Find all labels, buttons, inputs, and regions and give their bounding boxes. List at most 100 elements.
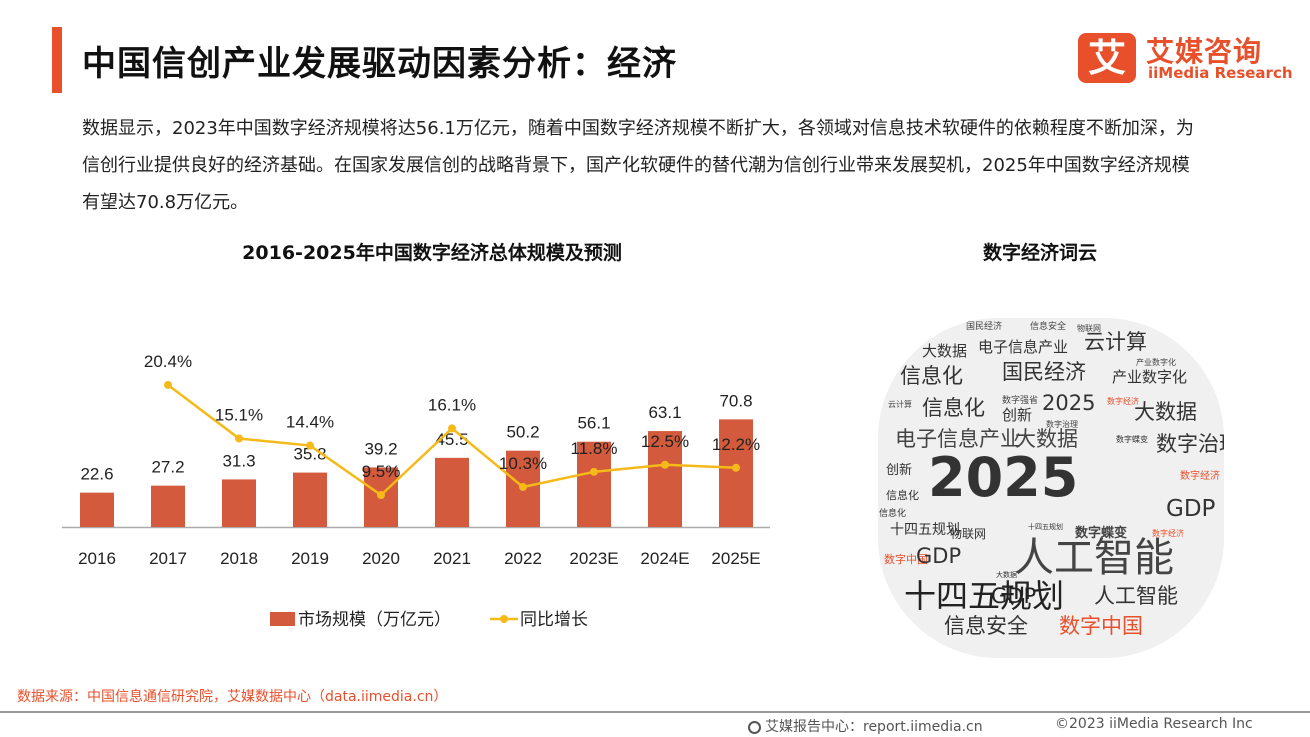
bar-value-label: 31.3 [222,451,255,470]
growth-point [732,463,740,472]
bar-value-label: 35.8 [293,445,326,464]
growth-value-label: 12.5% [641,432,689,451]
cloud-word: 数字蝶变 [1075,526,1128,541]
cloud-word: 人工智能 [1094,584,1178,608]
intro-paragraph: 数据显示，2023年中国数字经济规模将达56.1万亿元，随着中国数字经济规模不断… [82,118,1194,213]
cloud-word: 大数据 [1015,427,1078,451]
chart-title: 2016-2025年中国数字经济总体规模及预测 [242,242,622,264]
cloud-word: 国民经济 [1002,360,1086,384]
bar-value-label: 70.8 [719,391,752,410]
x-tick-label: 2018 [220,549,258,568]
growth-value-label: 20.4% [144,352,192,371]
growth-point [590,467,598,476]
x-tick-label: 2024E [640,549,689,568]
bar-value-label: 63.1 [648,403,681,422]
cloud-word: 物联网 [1077,324,1101,333]
cloud-word: 电子信息产业 [895,427,1021,451]
footer-divider [0,711,1310,713]
cloud-word: 云计算 [888,400,912,409]
bar-value-label: 50.2 [506,423,539,442]
growth-point [306,441,314,450]
cloud-word: 信息化 [900,364,963,388]
growth-point [661,460,669,469]
x-tick-label: 2017 [149,549,187,568]
cloud-word: 数字中国 [884,553,928,566]
cloud-word: 创新 [1002,406,1033,424]
word-cloud-title: 数字经济词云 [982,242,1097,264]
bar [648,431,682,527]
cloud-word: 信息化 [922,396,985,420]
bar-value-label: 39.2 [364,439,397,458]
cloud-word: 十四五规划 [1028,523,1063,531]
word-cloud: 国民经济 信息安全 物联网 大数据 电子信息产业 云计算 产业数字化 信息化 国民经济 产业数字化… [878,318,1224,658]
cloud-word: 2025 [928,446,1079,509]
bar [151,485,185,527]
report-center-link[interactable]: 艾媒报告中心：report.iimedia.cn [748,716,983,736]
growth-point [377,491,385,500]
cloud-word: GDP [1166,496,1216,522]
bar-value-label: 27.2 [151,458,184,477]
x-tick-label: 2022 [504,549,542,568]
cloud-word: 十四五规划 [890,522,960,538]
cloud-word: 人工智能 [1014,535,1174,581]
cloud-word: 大数据 [996,571,1017,579]
growth-point [448,424,456,433]
logo-mark: 艾 [1078,33,1136,83]
title-accent-bar [52,27,62,93]
cloud-word: 数字经济 [1180,471,1220,482]
logo-text-en: iiMedia Research [1148,64,1293,82]
cloud-word: 大数据 [922,342,968,360]
cloud-word: GDP [916,544,962,568]
legend-bar-label: 市场规模（万亿元） [298,610,451,630]
legend-bar-swatch [270,612,295,626]
cloud-word: 信息安全 [1030,322,1067,332]
cloud-word: 数字蝶变 [1116,435,1148,444]
globe-icon [748,721,761,734]
cloud-word: 电子信息产业 [978,338,1069,356]
bar-value-label: 56.1 [577,414,610,433]
cloud-word: 云计算 [1084,330,1147,354]
growth-value-label: 10.3% [499,454,547,473]
cloud-word: 数字中国 [1059,614,1143,638]
growth-value-label: 15.1% [215,405,263,424]
bar [80,492,114,527]
cloud-word: 国民经济 [966,322,1003,332]
bar-value-label: 22.6 [80,465,113,484]
x-tick-label: 2016 [78,549,116,568]
cloud-word: 十四五规划 [904,577,1065,615]
cloud-word: 数字治理 [1156,432,1224,456]
bar [222,479,256,527]
growth-value-label: 16.1% [428,395,476,414]
data-source: 数据来源：中国信息通信研究院，艾媒数据中心（data.iimedia.cn） [17,689,448,705]
cloud-word: GDP [991,584,1037,608]
cloud-word: 2025 [1042,391,1096,415]
cloud-word: 物联网 [950,527,987,541]
cloud-word: 信息化 [886,489,919,502]
cloud-word: 数字治理 [1046,420,1078,429]
x-tick-label: 2023E [569,549,618,568]
bar [435,457,469,527]
cloud-word: 数字经济 [1107,397,1139,406]
growth-value-label: 11.8% [571,439,618,458]
bar [577,441,611,527]
legend-line-marker [500,615,508,623]
report-center-text: 艾媒报告中心：report.iimedia.cn [765,719,983,735]
growth-point [164,380,172,389]
cloud-word: 数字强省 [1002,396,1039,406]
cloud-word: 大数据 [1134,400,1197,424]
bar [293,472,327,527]
growth-point [235,434,243,443]
x-tick-label: 2019 [291,549,329,568]
x-tick-label: 2020 [362,549,400,568]
bar [719,419,753,527]
legend-line-label: 同比增长 [520,610,588,630]
x-tick-label: 2021 [433,549,471,568]
cloud-word: 数字经济 [1152,529,1184,538]
cloud-word: 信息化 [879,509,907,519]
growth-value-label: 12.2% [712,435,760,454]
cloud-word: 创新 [886,463,913,478]
x-tick-label: 2025E [711,549,760,568]
logo-text-cn: 艾媒咨询 [1146,35,1263,68]
growth-value-label: 14.4% [286,413,334,432]
